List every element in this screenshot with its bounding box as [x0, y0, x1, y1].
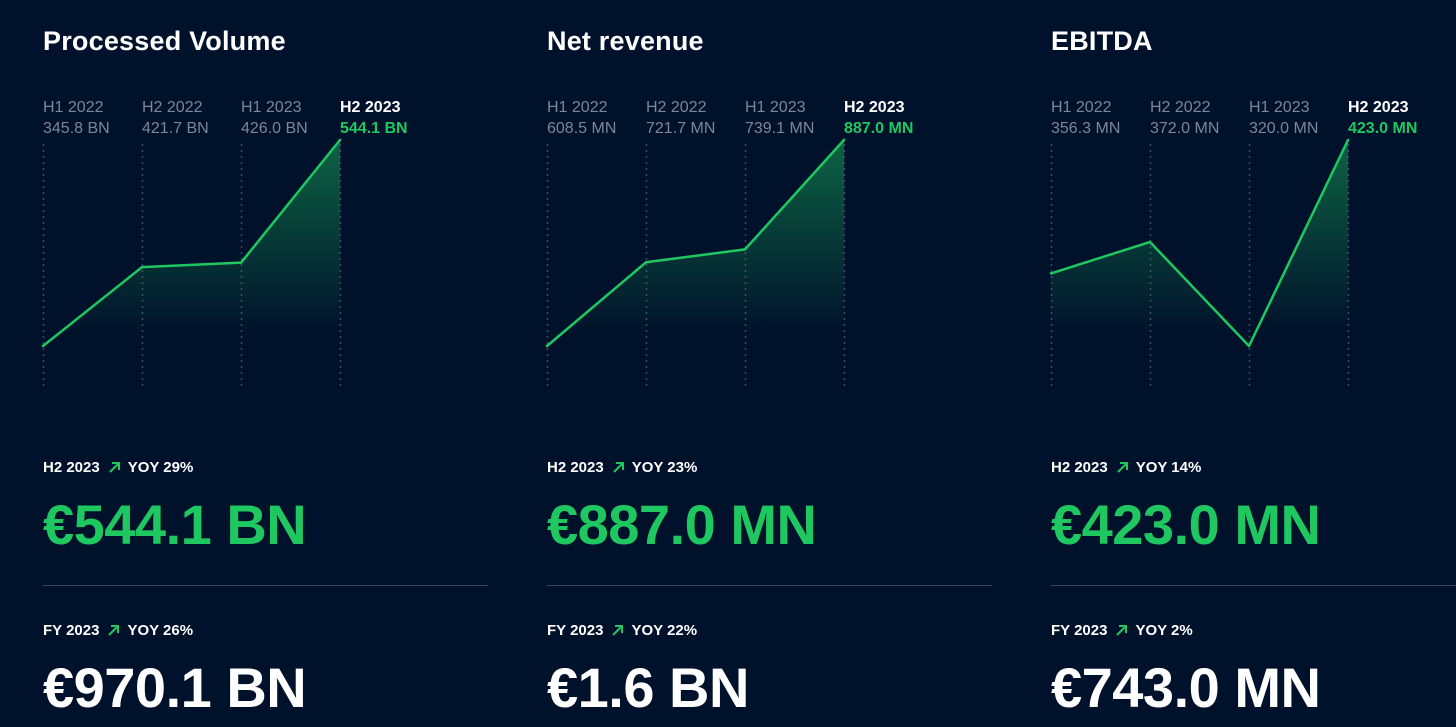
h2-period-label: H2 2023 — [1051, 459, 1108, 476]
tick-label-period-0: H1 2022 — [1051, 99, 1112, 116]
arrow-up-right-icon — [611, 624, 624, 637]
tick-label-period-1: H2 2022 — [142, 99, 203, 116]
fy-period-label: FY 2023 — [547, 622, 604, 639]
data-point-1 — [644, 261, 648, 264]
tick-label-period-3: H2 2023 — [1348, 99, 1409, 116]
divider — [1051, 585, 1456, 586]
data-point-3 — [338, 138, 342, 142]
data-point-1 — [140, 265, 144, 269]
h2-value: €544.1 BN — [43, 493, 307, 556]
tick-label-period-2: H1 2023 — [241, 99, 302, 116]
divider — [43, 585, 488, 586]
h2-value: €423.0 MN — [1051, 493, 1321, 556]
divider — [547, 585, 992, 586]
h2-yoy-label: YOY 14% — [1135, 459, 1202, 476]
series-line — [1049, 138, 1350, 348]
arrow-up-right-icon — [612, 461, 625, 474]
data-point-3 — [1346, 138, 1350, 142]
h2-yoy-label: YOY 23% — [631, 459, 698, 476]
h2-stat-row: H2 2023 YOY 29% — [43, 459, 193, 476]
area-fill — [1051, 140, 1348, 366]
data-point-2 — [1247, 344, 1251, 348]
series-line — [41, 138, 342, 348]
tick-label-period-2: H1 2023 — [745, 99, 806, 116]
tick-label-period-3: H2 2023 — [340, 99, 401, 116]
fy-yoy-label: YOY 26% — [127, 622, 194, 639]
tick-label-period-3: H2 2023 — [844, 99, 905, 116]
area-fill — [43, 140, 340, 366]
tick-label-value-0: 356.3 MN — [1051, 120, 1120, 137]
h2-period-label: H2 2023 — [43, 459, 100, 476]
h2-yoy-label: YOY 29% — [127, 459, 194, 476]
data-point-3 — [842, 138, 846, 142]
arrow-up-right-icon — [108, 461, 121, 474]
fy-stat-row: FY 2023 YOY 26% — [43, 622, 193, 639]
panel-processed-volume: Processed Volume H1 2022 345.8 BN H2 2022 4… — [41, 0, 493, 727]
panel-ebitda: EBITDA H1 2022 356.3 MN H2 2022 372.0 MN H1 … — [1049, 0, 1456, 727]
tick-label-value-2: 739.1 MN — [745, 120, 814, 137]
h2-stat-row: H2 2023 YOY 23% — [547, 459, 697, 476]
fy-value: €1.6 BN — [547, 656, 749, 719]
tick-label-period-0: H1 2022 — [547, 99, 608, 116]
fy-stat-row: FY 2023 YOY 2% — [1051, 622, 1193, 639]
fy-yoy-label: YOY 22% — [631, 622, 698, 639]
arrow-up-right-icon — [1116, 461, 1129, 474]
series-line — [545, 138, 846, 348]
data-point-0 — [41, 344, 45, 348]
tick-label-value-0: 345.8 BN — [43, 120, 110, 137]
data-point-0 — [545, 344, 549, 348]
panel-title: Net revenue — [547, 26, 704, 56]
fy-yoy-label: YOY 2% — [1135, 622, 1193, 639]
data-point-1 — [1148, 240, 1152, 244]
arrow-up-right-icon — [107, 624, 120, 637]
tick-label-period-0: H1 2022 — [43, 99, 104, 116]
fy-period-label: FY 2023 — [1051, 622, 1108, 639]
tick-label-period-1: H2 2022 — [646, 99, 707, 116]
tick-label-value-1: 721.7 MN — [646, 120, 715, 137]
tick-label-value-0: 608.5 MN — [547, 120, 616, 137]
panel-title: Processed Volume — [43, 26, 286, 56]
tick-label-value-3: 544.1 BN — [340, 120, 408, 137]
panel-net-revenue: Net revenue H1 2022 608.5 MN H2 2022 721.7 … — [545, 0, 997, 727]
tick-label-value-1: 372.0 MN — [1150, 120, 1219, 137]
tick-label-value-2: 320.0 MN — [1249, 120, 1318, 137]
data-point-0 — [1049, 272, 1053, 275]
fy-value: €970.1 BN — [43, 656, 307, 719]
area-fill — [547, 140, 844, 366]
data-point-2 — [239, 261, 243, 264]
tick-label-value-3: 887.0 MN — [844, 120, 913, 137]
panel-title: EBITDA — [1051, 26, 1153, 56]
h2-stat-row: H2 2023 YOY 14% — [1051, 459, 1201, 476]
chart-net-revenue: H1 2022 608.5 MN H2 2022 721.7 MN H1 2023 739… — [545, 99, 913, 386]
chart-processed-volume: H1 2022 345.8 BN H2 2022 421.7 BN H1 2023 426… — [41, 99, 408, 386]
fy-period-label: FY 2023 — [43, 622, 100, 639]
chart-ebitda: H1 2022 356.3 MN H2 2022 372.0 MN H1 2023 320… — [1049, 99, 1417, 386]
fy-stat-row: FY 2023 YOY 22% — [547, 622, 697, 639]
tick-label-value-3: 423.0 MN — [1348, 120, 1417, 137]
tick-label-period-1: H2 2022 — [1150, 99, 1211, 116]
tick-label-period-2: H1 2023 — [1249, 99, 1310, 116]
tick-label-value-1: 421.7 BN — [142, 120, 209, 137]
h2-period-label: H2 2023 — [547, 459, 604, 476]
tick-label-value-2: 426.0 BN — [241, 120, 308, 137]
data-point-2 — [743, 248, 747, 251]
h2-value: €887.0 MN — [547, 493, 817, 556]
arrow-up-right-icon — [1115, 624, 1128, 637]
fy-value: €743.0 MN — [1051, 656, 1321, 719]
